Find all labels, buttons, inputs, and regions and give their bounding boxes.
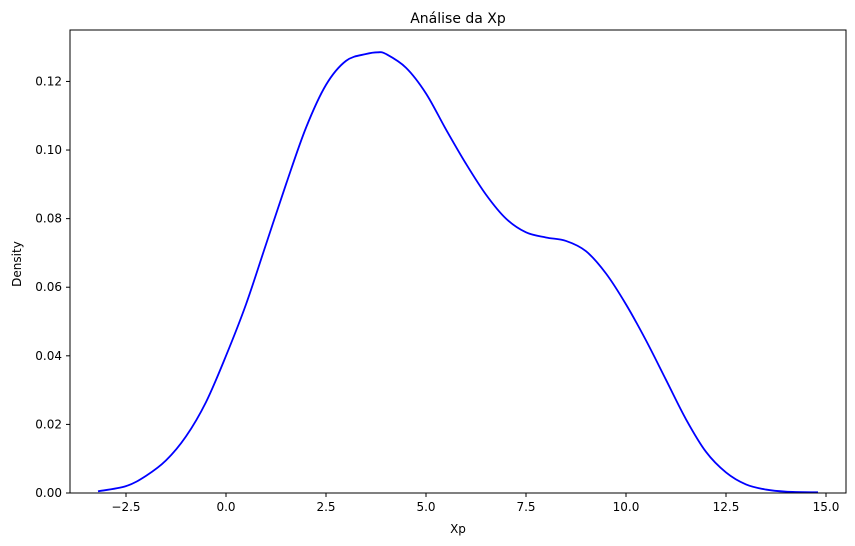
y-tick-label: 0.04 [35,349,62,363]
y-axis-label: Density [10,241,24,287]
x-tick-label: 10.0 [613,500,640,514]
x-tick-label: −2.5 [111,500,140,514]
y-tick-label: 0.08 [35,212,62,226]
y-tick-label: 0.12 [35,74,62,88]
x-tick-label: 12.5 [713,500,740,514]
chart-title: Análise da Xp [410,11,506,27]
y-tick-label: 0.06 [35,280,62,294]
x-tick-label: 5.0 [416,500,435,514]
y-ticks: 0.00 0.02 0.04 0.06 0.08 0.10 0.12 [35,74,70,500]
density-line [97,51,819,494]
y-tick-label: 0.10 [35,143,62,157]
y-tick-label: 0.02 [35,417,62,431]
plot-frame [69,29,847,494]
y-tick-label: 0.00 [35,486,62,500]
x-tick-label: 15.0 [813,500,840,514]
x-tick-label: 0.0 [216,500,235,514]
x-tick-label: 7.5 [516,500,535,514]
x-ticks: −2.5 0.0 2.5 5.0 7.5 10.0 12.5 15.0 [111,493,839,514]
x-tick-label: 2.5 [316,500,335,514]
x-axis-label: Xp [450,522,466,536]
